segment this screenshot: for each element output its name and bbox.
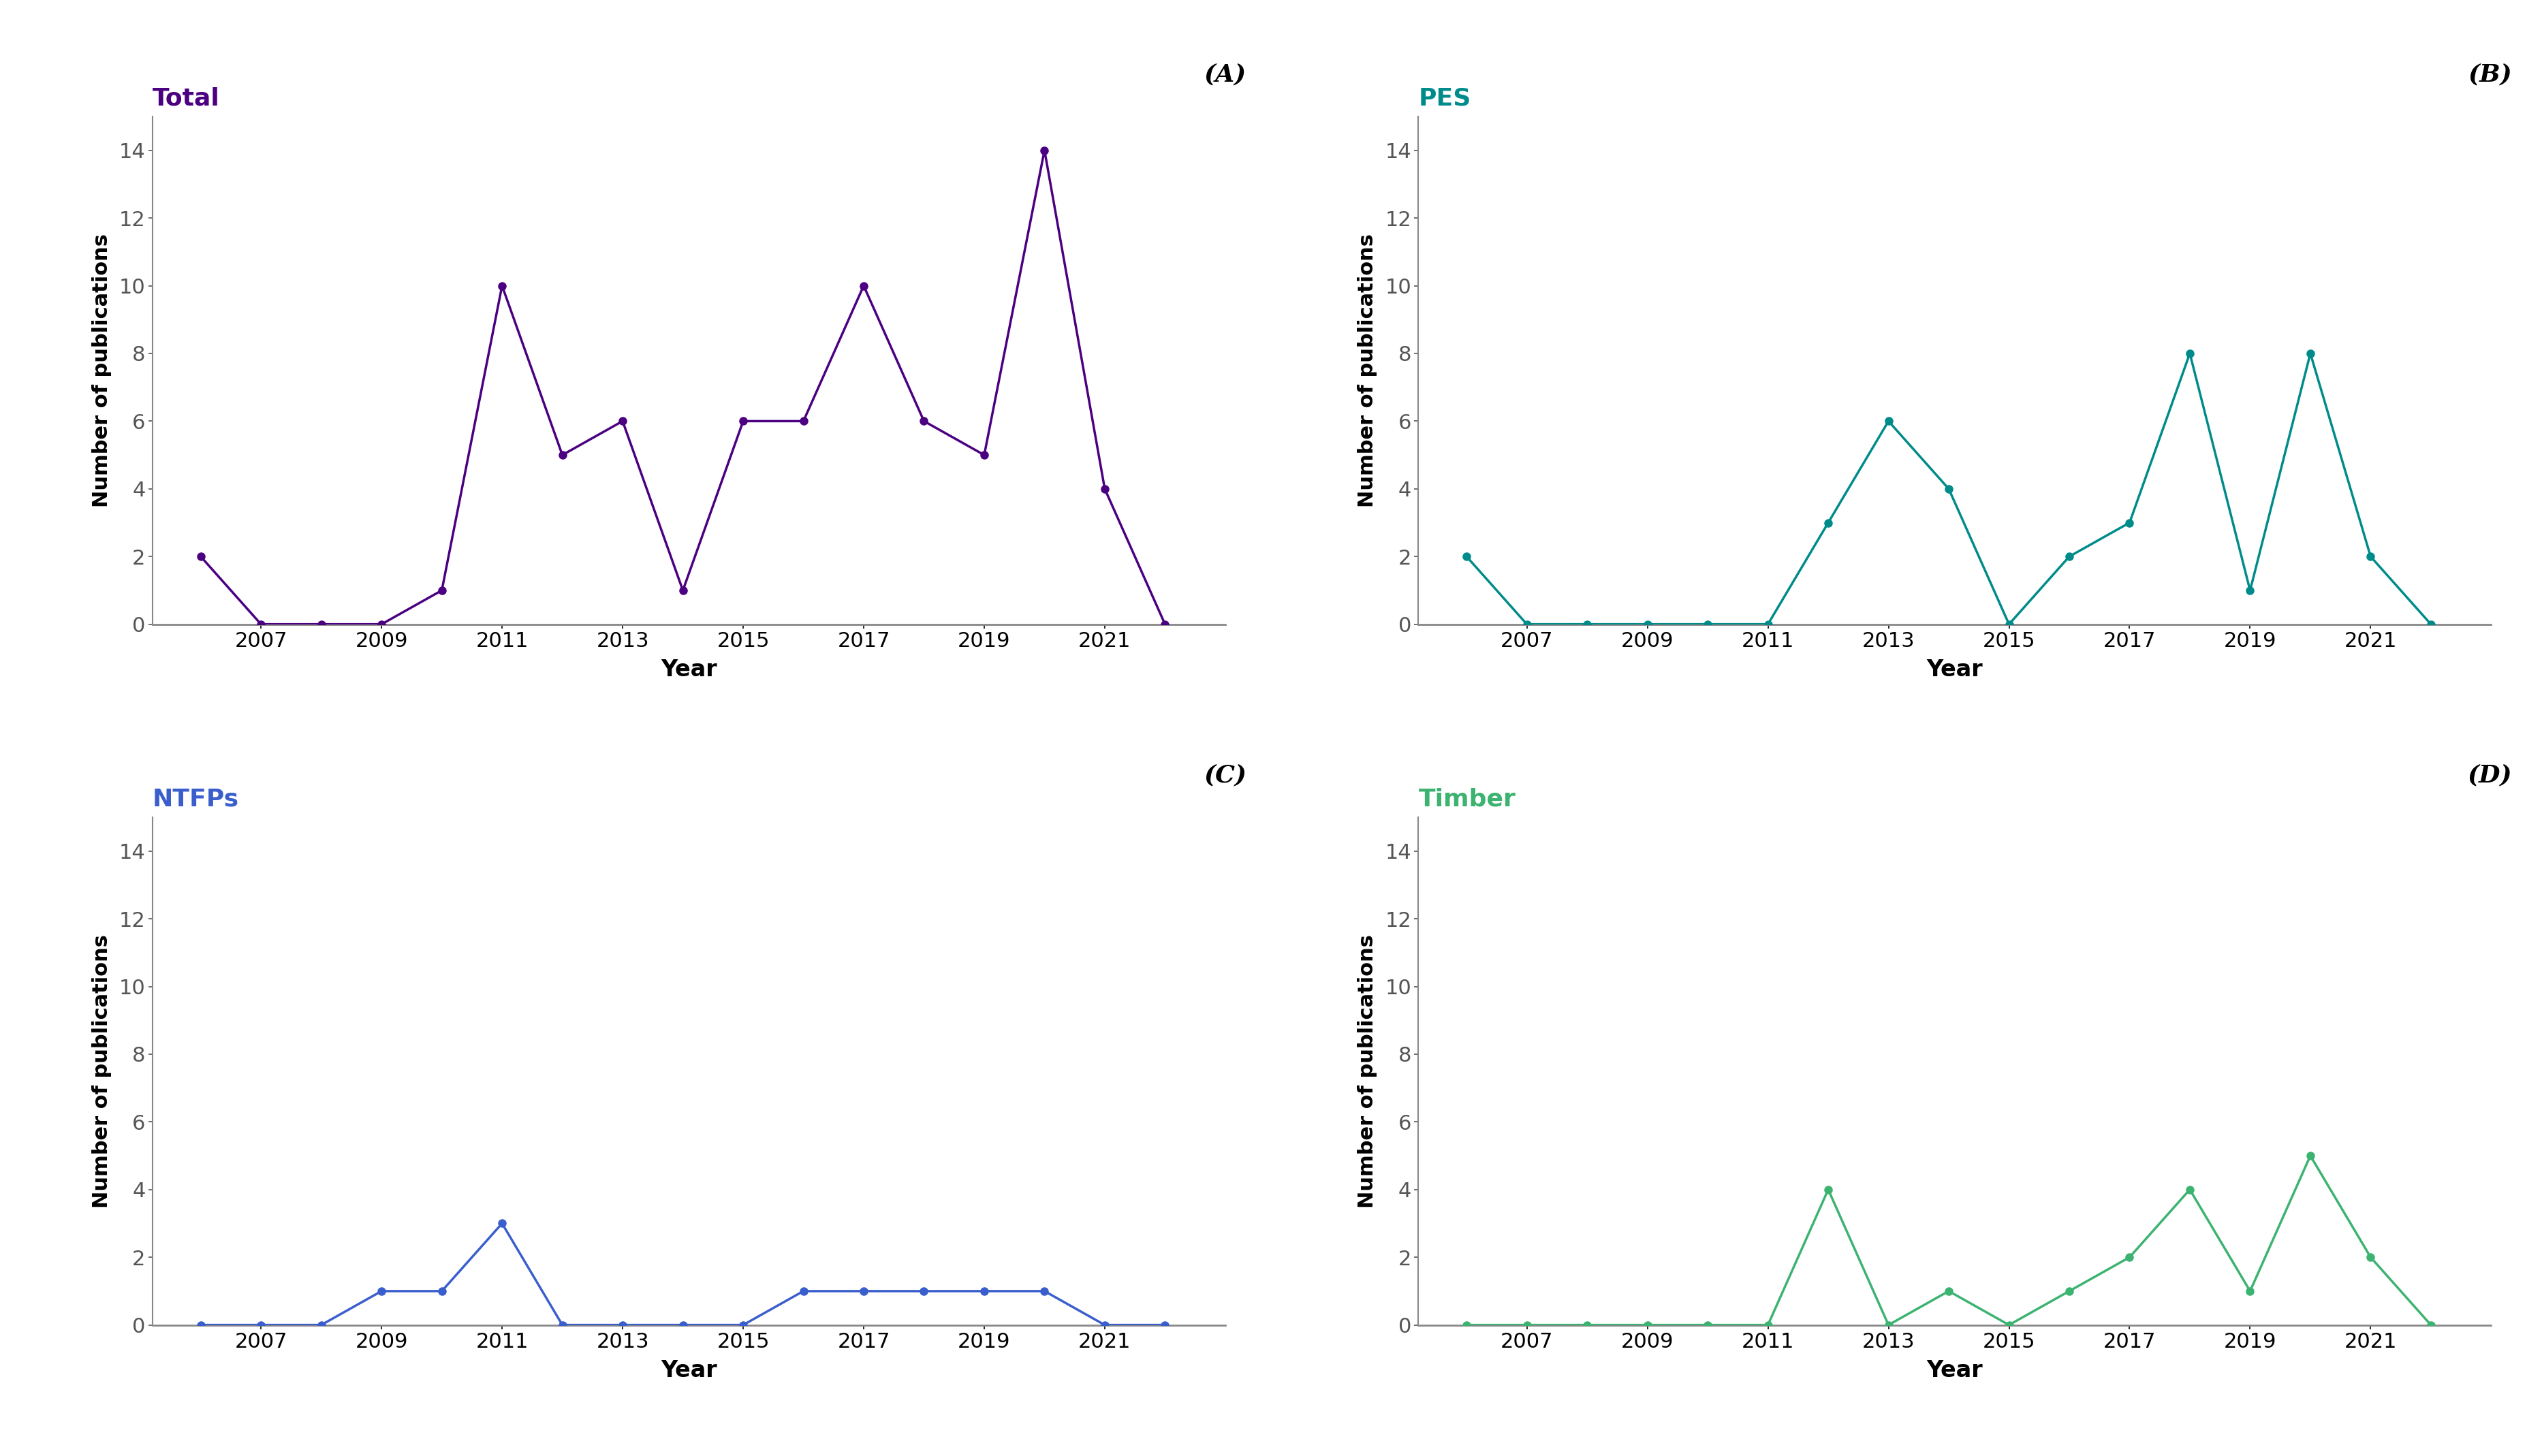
X-axis label: Year: Year — [1927, 658, 1983, 681]
Text: Timber: Timber — [1418, 788, 1515, 811]
Text: NTFPs: NTFPs — [153, 788, 239, 811]
Y-axis label: Number of publications: Number of publications — [1357, 935, 1378, 1208]
Text: (D): (D) — [2468, 763, 2511, 786]
X-axis label: Year: Year — [661, 1360, 717, 1382]
Y-axis label: Number of publications: Number of publications — [92, 935, 112, 1208]
Text: (A): (A) — [1205, 63, 1246, 86]
X-axis label: Year: Year — [661, 658, 717, 681]
Text: Total: Total — [153, 87, 219, 109]
Y-axis label: Number of publications: Number of publications — [1357, 233, 1378, 507]
Text: PES: PES — [1418, 87, 1472, 109]
Text: (C): (C) — [1205, 763, 1246, 786]
Text: (B): (B) — [2468, 63, 2511, 86]
X-axis label: Year: Year — [1927, 1360, 1983, 1382]
Y-axis label: Number of publications: Number of publications — [92, 233, 112, 507]
